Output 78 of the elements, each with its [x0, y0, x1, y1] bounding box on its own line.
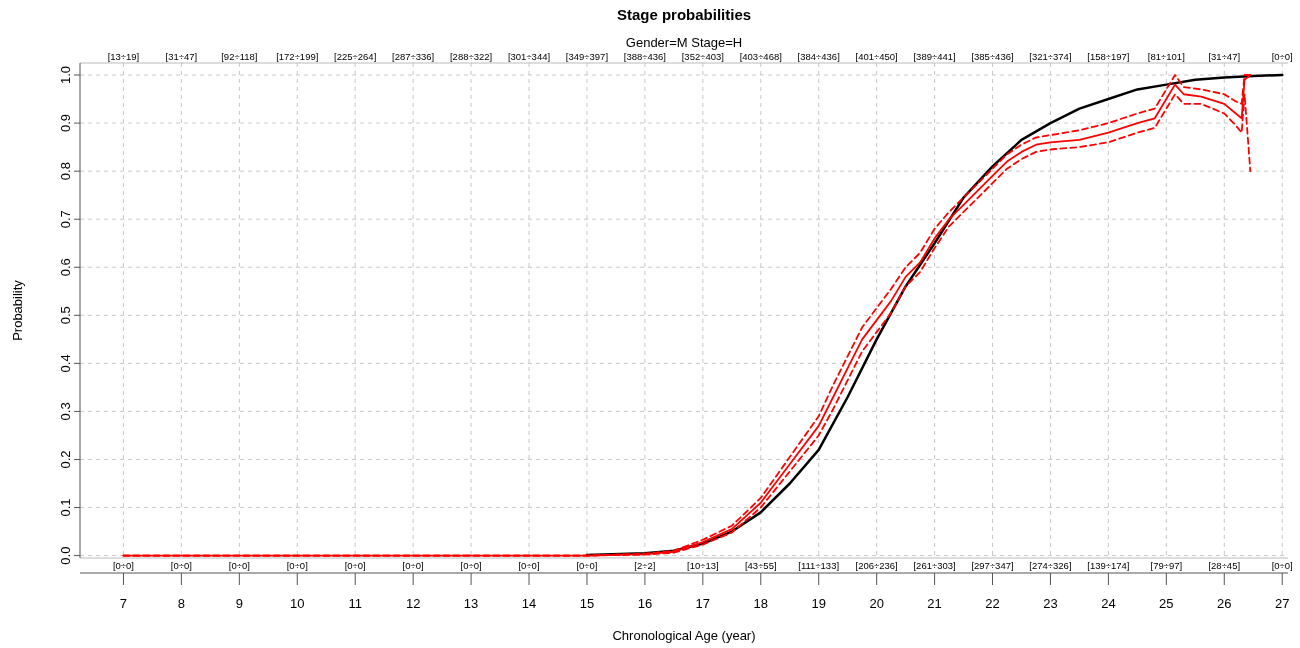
x-tick-label: 27	[1274, 596, 1290, 611]
text: [158÷197]	[1087, 51, 1130, 62]
chart-subtitle: Gender=M Stage=H	[625, 35, 743, 50]
y-tick-label: 0.4	[58, 354, 73, 373]
text: [301÷344]	[507, 51, 551, 62]
text: [288÷322]	[449, 51, 493, 62]
text: [43÷55]	[744, 560, 777, 571]
x-tick-label: 17	[695, 596, 711, 611]
text: [31÷47]	[1208, 51, 1241, 62]
text: [206÷236]	[855, 560, 898, 571]
text: [2÷2]	[634, 560, 656, 571]
text: [388÷436]	[623, 51, 666, 62]
text: [385÷436]	[971, 51, 1014, 62]
y-axis-title: Probability	[10, 279, 25, 341]
text: [225÷264]	[334, 51, 377, 62]
y-tick-label: 0.9	[58, 114, 73, 133]
text: [384÷436]	[797, 51, 840, 62]
x-tick-label: 20	[869, 596, 884, 611]
y-tick-label: 0.6	[58, 258, 73, 277]
y-tick-label: 0.8	[58, 162, 73, 181]
x-tick-label: 11	[348, 596, 362, 611]
text: [0÷0]	[576, 560, 598, 571]
chart-title: Stage probabilities	[616, 6, 752, 23]
text: [261÷303]	[913, 560, 956, 571]
x-tick-label: 15	[579, 596, 595, 611]
text: [28÷45]	[1208, 560, 1241, 571]
text: [352÷403]	[681, 51, 724, 62]
text: [0÷0]	[1271, 51, 1293, 62]
text: [287÷336]	[392, 51, 435, 62]
x-tick-label: 25	[1159, 596, 1174, 611]
text: [172÷199]	[276, 51, 319, 62]
y-tick-label: 0.5	[58, 306, 73, 325]
x-tick-label: 14	[521, 596, 537, 611]
text: [111÷133]	[798, 560, 840, 571]
x-tick-label: 23	[1043, 596, 1058, 611]
x-tick-label: 26	[1217, 596, 1232, 611]
text: [81÷101]	[1147, 51, 1185, 62]
text: [297÷347]	[971, 560, 1014, 571]
text: [0÷0]	[286, 560, 308, 571]
text: [0÷0]	[344, 560, 366, 571]
text: [10÷13]	[687, 560, 719, 571]
x-tick-label: 19	[811, 596, 826, 611]
text: [389÷441]	[913, 51, 956, 62]
text: [349÷397]	[565, 51, 609, 62]
text: [274÷326]	[1029, 560, 1072, 571]
x-tick-label: 8	[177, 596, 186, 611]
x-tick-label: 7	[119, 596, 128, 611]
text: [139÷174]	[1087, 560, 1130, 571]
y-tick-label: 0.7	[58, 210, 73, 229]
y-tick-label: 0.1	[58, 498, 73, 517]
text: [0÷0]	[460, 560, 482, 571]
x-tick-label: 9	[235, 596, 243, 611]
x-tick-label: 13	[463, 596, 479, 611]
text: [401÷450]	[855, 51, 898, 62]
text: [92÷118]	[221, 51, 258, 62]
x-tick-label: 18	[753, 596, 768, 611]
text: [0÷0]	[1271, 560, 1293, 571]
text: [79÷97]	[1150, 560, 1183, 571]
text: [321÷374]	[1029, 51, 1072, 62]
text: [0÷0]	[112, 560, 134, 571]
x-tick-label: 22	[985, 596, 1000, 611]
y-tick-label: 1.0	[58, 65, 73, 85]
y-tick-label: 0.2	[58, 450, 73, 469]
y-tick-label: 0.3	[58, 402, 73, 421]
text: [31÷47]	[165, 51, 198, 62]
x-tick-label: 24	[1101, 596, 1116, 611]
text: [0÷0]	[518, 560, 540, 571]
y-tick-label: 0.0	[58, 546, 73, 565]
x-tick-label: 21	[927, 596, 942, 611]
x-tick-label: 12	[405, 596, 421, 611]
text: [0÷0]	[402, 560, 424, 571]
text: [0÷0]	[170, 560, 192, 571]
text: [403÷468]	[739, 51, 782, 62]
text: [13÷19]	[107, 51, 140, 62]
x-tick-label: 16	[637, 596, 653, 611]
text: [0÷0]	[228, 560, 250, 571]
x-axis-title: Chronological Age (year)	[612, 628, 756, 643]
x-tick-label: 10	[290, 596, 305, 611]
